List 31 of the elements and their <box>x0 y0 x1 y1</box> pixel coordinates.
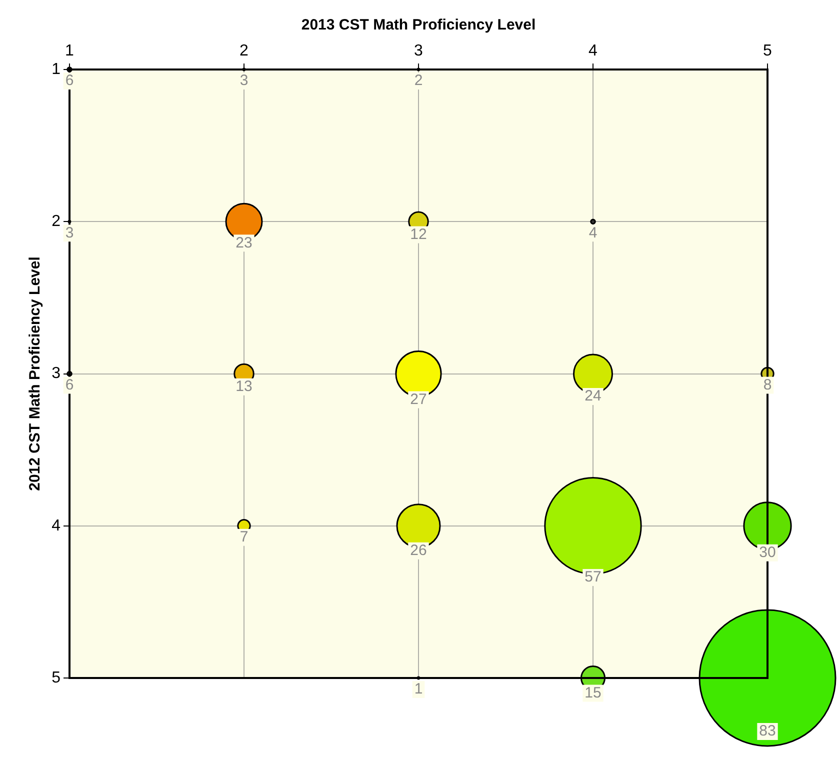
annotation: 6 <box>65 72 74 90</box>
x-tick-label: 5 <box>763 42 772 60</box>
annotation: 3 <box>65 224 74 242</box>
annotation: 7 <box>240 528 248 546</box>
y-tick-label: 1 <box>52 60 61 78</box>
annotation: 1 <box>414 680 423 698</box>
y-axis-title: 2012 CST Math Proficiency Level <box>26 256 44 491</box>
x-tick-label: 1 <box>65 42 74 60</box>
x-axis-title: 2013 CST Math Proficiency Level <box>301 16 536 34</box>
annotation: 30 <box>759 544 776 562</box>
annotation: 24 <box>584 388 602 405</box>
annotation: 27 <box>410 390 427 408</box>
x-tick-label: 2 <box>240 42 249 60</box>
annotation: 8 <box>763 376 772 394</box>
annotation: 6 <box>65 376 74 394</box>
annotation: 23 <box>236 234 252 252</box>
annotation: 4 <box>588 224 598 242</box>
x-tick-label: 4 <box>588 42 598 60</box>
annotation: 12 <box>410 226 427 243</box>
y-tick-label: 2 <box>52 213 61 230</box>
annotation: 26 <box>410 542 427 560</box>
annotation: 3 <box>240 72 248 90</box>
annotation: 13 <box>236 378 252 396</box>
annotation: 2 <box>414 72 423 90</box>
x-tick-label: 3 <box>414 42 424 60</box>
y-tick-label: 3 <box>52 365 61 382</box>
annotation: 83 <box>759 722 776 740</box>
y-tick-label: 5 <box>52 669 61 686</box>
annotation: 15 <box>584 684 602 702</box>
annotation: 57 <box>584 568 602 586</box>
y-tick-label: 4 <box>52 517 61 534</box>
